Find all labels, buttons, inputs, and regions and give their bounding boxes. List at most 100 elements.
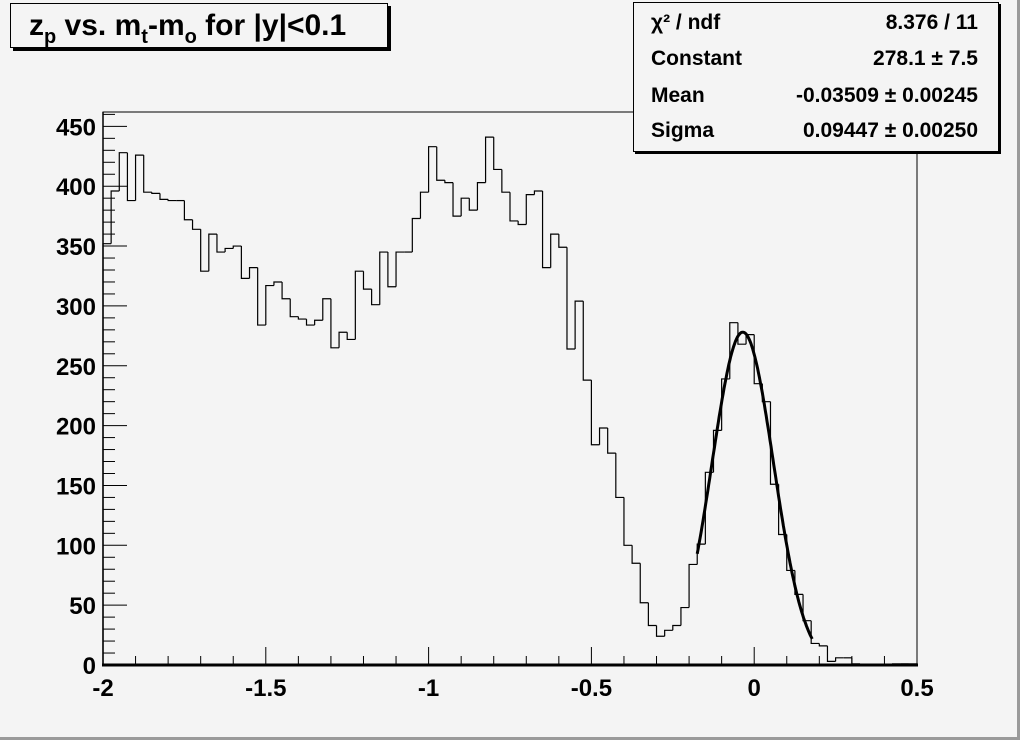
y-tick-label: 250 <box>56 354 96 381</box>
histogram-bin <box>818 643 828 647</box>
histogram-bin <box>436 146 445 181</box>
histogram-bin <box>322 298 331 321</box>
stats-label: Mean <box>651 84 705 107</box>
histogram-bin <box>110 190 120 244</box>
histogram-bin <box>590 380 600 446</box>
histogram-bin <box>680 606 690 626</box>
histogram-bin <box>143 155 152 193</box>
histogram-bin <box>281 281 291 300</box>
histogram-bin <box>476 182 486 211</box>
histogram-bin <box>330 298 340 349</box>
histogram-bin <box>452 182 462 217</box>
x-tick-label: 0.5 <box>900 675 933 702</box>
stats-label: χ² / ndf <box>651 11 721 34</box>
histogram-bin <box>891 663 901 665</box>
y-tick-label: 50 <box>69 593 96 620</box>
stats-value: 8.376 / 11 <box>885 11 978 34</box>
histogram-bin <box>118 152 128 191</box>
histogram-bin <box>248 267 258 279</box>
histogram-bin <box>371 289 380 306</box>
histogram-bin <box>566 247 576 350</box>
histogram-bin <box>631 545 641 564</box>
histogram-bin <box>484 136 494 183</box>
histogram-bin <box>835 657 844 662</box>
histogram-bin <box>598 427 608 445</box>
histogram-bin <box>167 199 177 202</box>
histogram-bin <box>224 247 234 253</box>
stats-value: 278.1 ± 7.5 <box>873 47 978 70</box>
histogram-bin <box>354 270 364 340</box>
title-sub: t <box>141 26 148 48</box>
title-part: vs. m <box>56 9 142 42</box>
histogram-bin <box>419 191 429 219</box>
histogram-bin <box>696 543 706 565</box>
fit-stats-box: χ² / ndf 8.376 / 11 Constant 278.1 ± 7.5… <box>633 2 999 152</box>
title-sub: o <box>184 26 197 48</box>
histogram-bin <box>200 229 209 272</box>
histogram-bin <box>525 193 535 225</box>
y-tick-label: 0 <box>83 653 96 680</box>
x-tick-label: 0 <box>748 675 761 702</box>
histogram-bin <box>615 453 624 499</box>
stats-value: 0.09447 ± 0.00250 <box>802 119 978 142</box>
histogram-bin <box>574 300 584 349</box>
histogram-bin <box>664 629 673 637</box>
histogram-bin <box>794 570 804 595</box>
histogram-bin <box>428 146 437 193</box>
histogram-bin <box>273 281 283 286</box>
histogram-bin <box>851 657 861 665</box>
histogram-bin <box>737 322 747 345</box>
histogram-bin <box>411 217 421 253</box>
histogram-bin <box>607 428 616 454</box>
histogram-bin <box>541 191 551 269</box>
histogram-bin <box>509 192 519 222</box>
histogram-bin <box>810 620 820 645</box>
histogram-bin <box>232 245 242 249</box>
y-tick-label: 350 <box>56 234 96 261</box>
histogram-bin <box>387 252 397 288</box>
histogram-bin <box>395 251 405 287</box>
stats-row-mean: Mean -0.03509 ± 0.00245 <box>651 84 978 114</box>
histogram-bin <box>265 284 274 326</box>
y-tick-label: 400 <box>56 174 96 201</box>
chart-title: zp vs. mt-mo for |y|<0.1 <box>10 3 388 48</box>
title-sub: p <box>44 26 57 48</box>
histogram-bin <box>159 193 169 200</box>
histogram-bin <box>134 154 144 201</box>
histogram-bin <box>305 319 315 326</box>
histogram-bin <box>102 243 112 665</box>
histogram-bin <box>362 271 372 290</box>
histogram-bin <box>826 645 836 663</box>
histogram-bin <box>655 625 665 637</box>
histogram-bin <box>379 251 388 305</box>
histogram-bin <box>639 563 649 604</box>
histogram-bin <box>126 152 136 202</box>
histogram-bin <box>468 198 478 211</box>
histogram-bin <box>517 220 527 226</box>
histogram-bin <box>460 197 470 217</box>
x-tick-label: -0.5 <box>571 675 612 702</box>
histogram-bin <box>647 602 657 627</box>
y-tick-label: 150 <box>56 473 96 500</box>
histogram-bin <box>444 180 454 184</box>
histogram-bin <box>151 192 160 194</box>
histogram-bin <box>623 497 633 546</box>
histogram-bin <box>688 563 698 608</box>
histogram-bin <box>208 233 217 272</box>
histogram-bin <box>908 663 918 665</box>
histogram-bin <box>183 200 193 221</box>
stats-row-sigma: Sigma 0.09447 ± 0.00250 <box>651 119 978 149</box>
gaussian-fit-curve <box>695 330 814 640</box>
stats-value: -0.03509 ± 0.00245 <box>795 84 978 107</box>
histogram-bin <box>240 246 250 279</box>
stats-label: Constant <box>651 47 742 70</box>
histogram-bin <box>314 319 323 326</box>
histogram-bin <box>289 298 299 318</box>
title-part: -m <box>147 9 185 42</box>
x-tick-label: -1.5 <box>245 675 286 702</box>
y-tick-label: 100 <box>56 533 96 560</box>
stats-row-constant: Constant 278.1 ± 7.5 <box>651 47 978 77</box>
histogram-bin <box>672 624 681 631</box>
